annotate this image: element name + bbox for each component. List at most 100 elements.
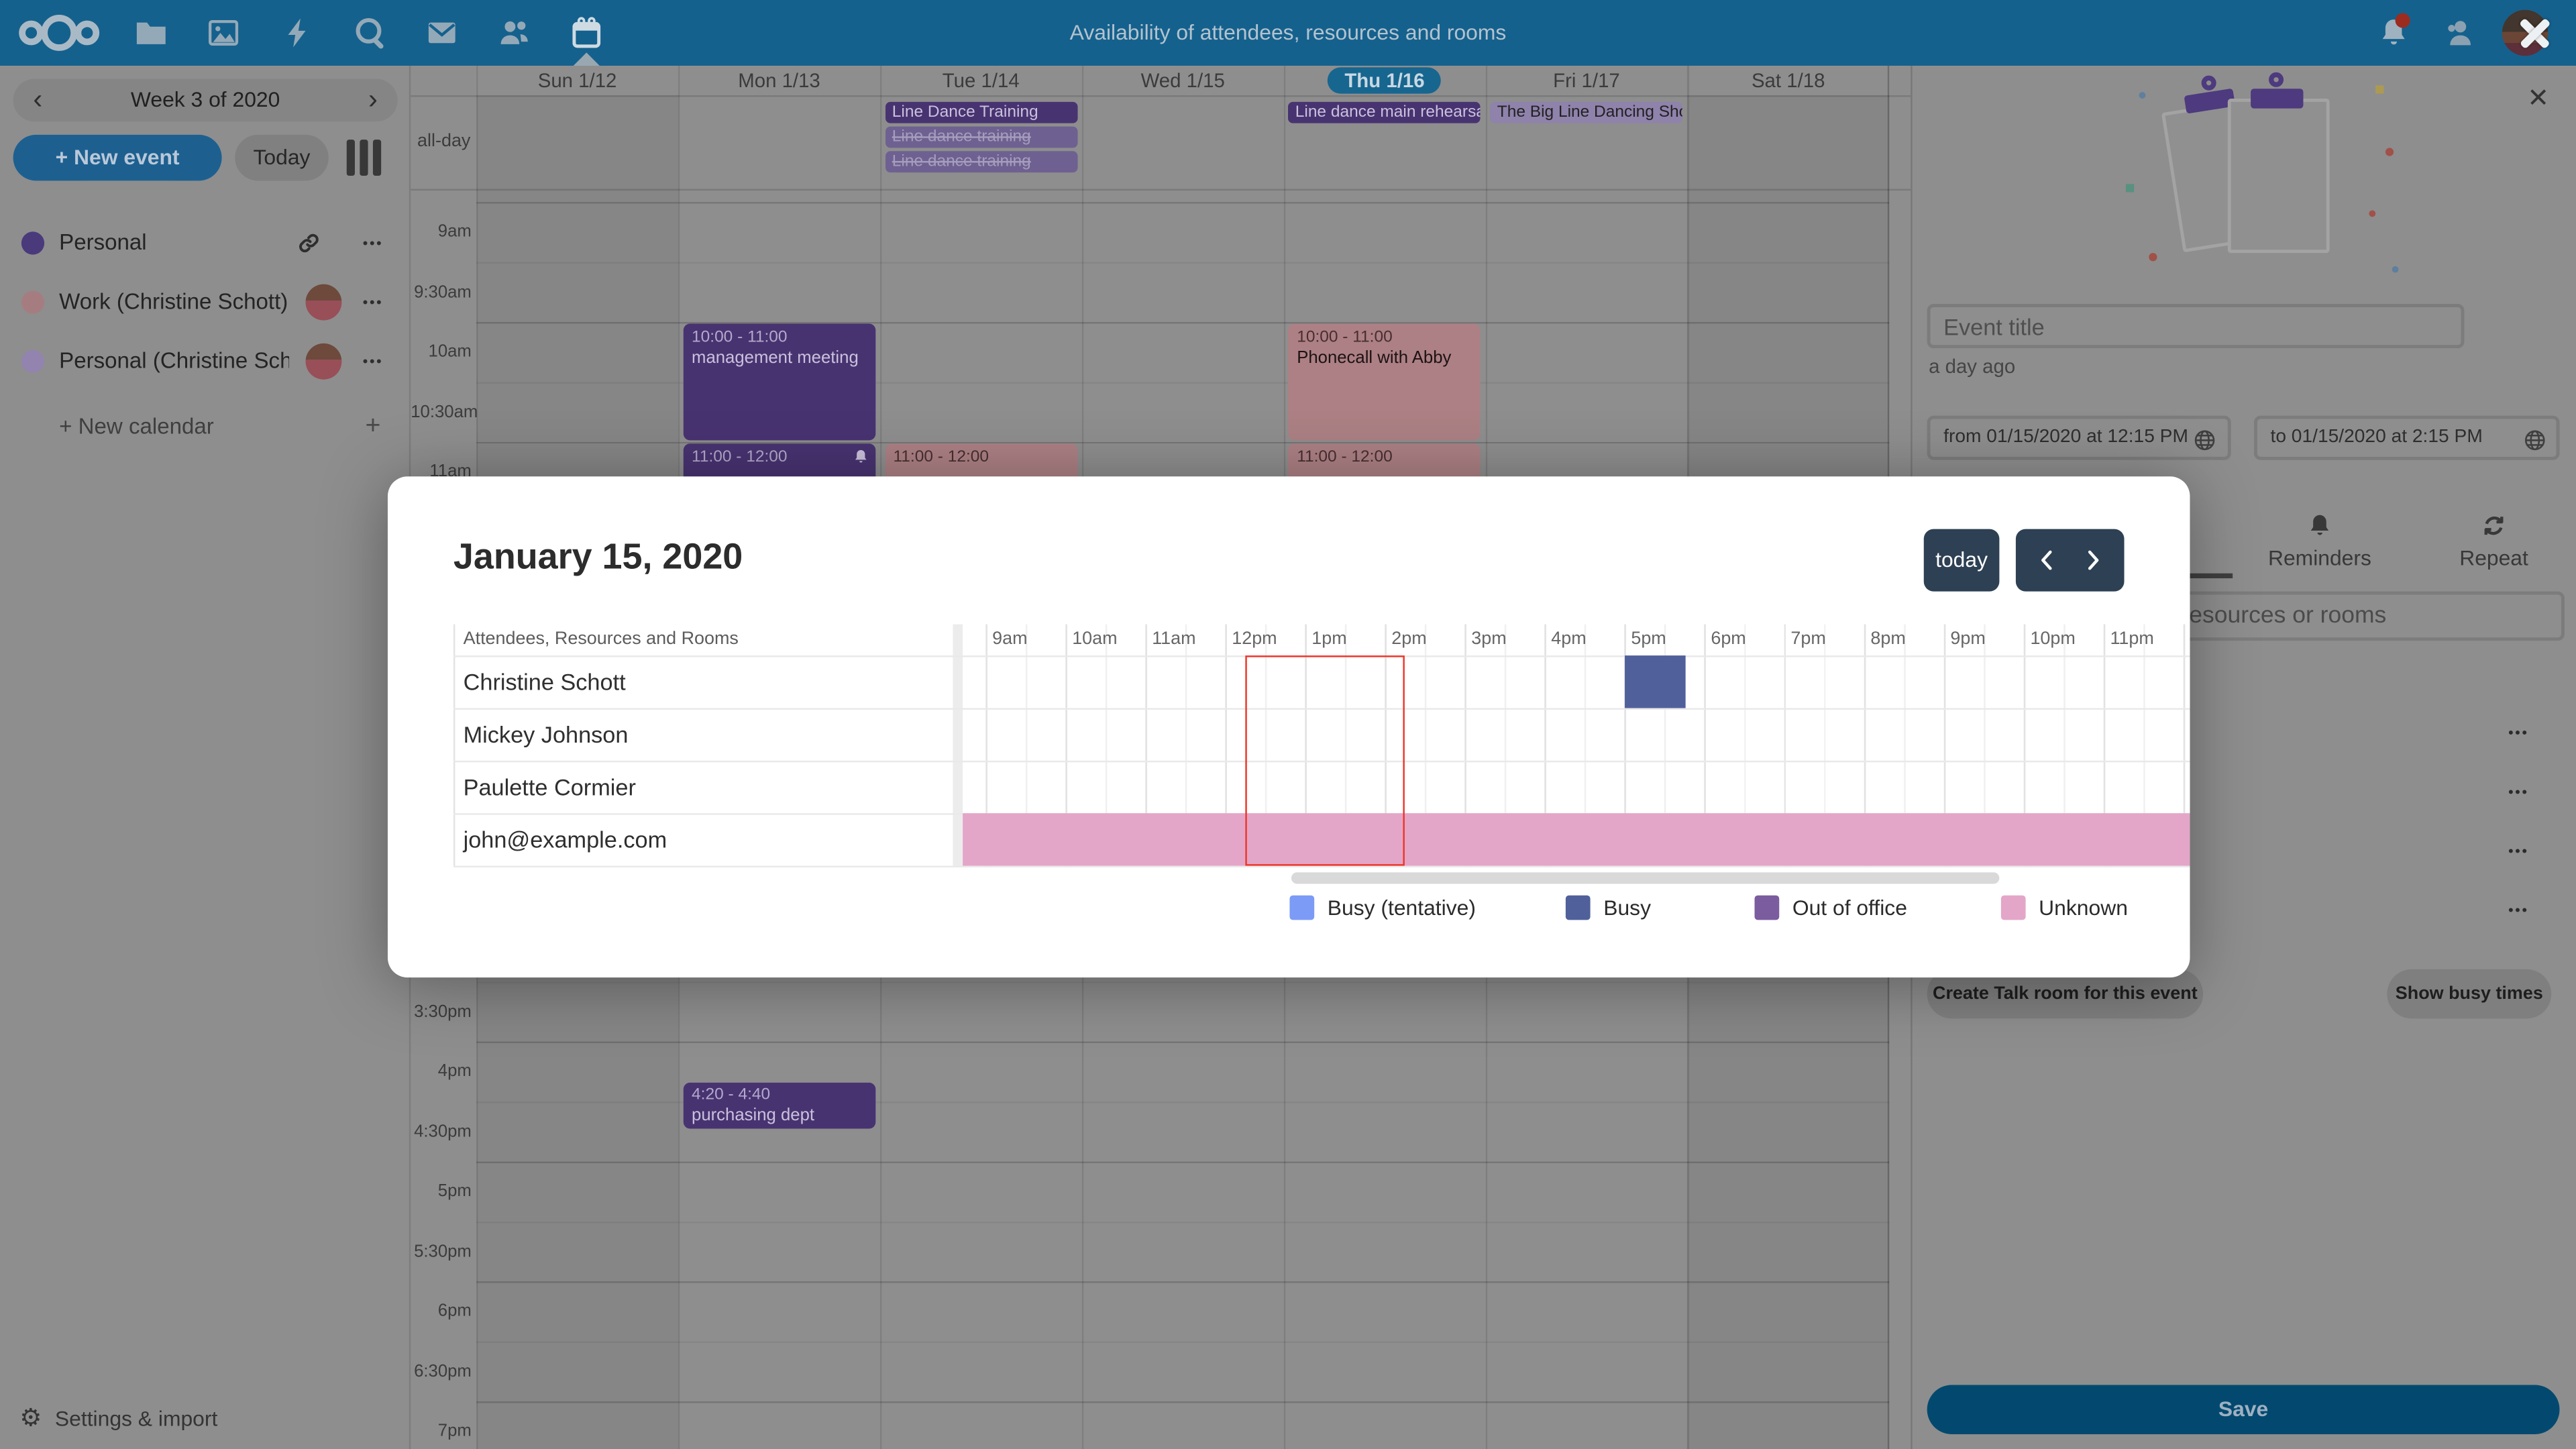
proposed-time-selection[interactable] bbox=[1245, 655, 1405, 866]
grid-horizontal-scrollbar[interactable] bbox=[1291, 872, 2000, 884]
event-purchasing-dept[interactable]: 4:20 - 4:40 purchasing dept bbox=[683, 1082, 876, 1129]
time-label: 7pm bbox=[437, 1421, 472, 1441]
event-illustration bbox=[2125, 72, 2422, 295]
legend-label: Out of office bbox=[1792, 895, 1907, 920]
time-label: 10am bbox=[428, 341, 472, 362]
left-sidebar: ‹ Week 3 of 2020 › + New event Today Per… bbox=[0, 65, 411, 1449]
attendee-actions-menu[interactable]: ••• bbox=[2508, 843, 2529, 859]
all-day-event-cancelled[interactable]: Line dance training bbox=[885, 151, 1078, 173]
hour-label: 2pm bbox=[1391, 629, 1427, 649]
tab-repeat[interactable]: Repeat bbox=[2408, 513, 2576, 578]
time-label: 4pm bbox=[437, 1061, 472, 1081]
hour-label: 12pm bbox=[1232, 629, 1277, 649]
week-label: Week 3 of 2020 bbox=[130, 87, 280, 112]
day-header[interactable]: Tue 1/14 bbox=[942, 68, 1020, 93]
settings-label: Settings & import bbox=[54, 1406, 218, 1432]
time-label: 6pm bbox=[437, 1301, 472, 1321]
tab-reminders[interactable]: Reminders bbox=[2235, 513, 2406, 578]
save-button[interactable]: Save bbox=[1927, 1385, 2560, 1434]
previous-week-button[interactable]: ‹ bbox=[33, 83, 43, 115]
day-header[interactable]: Sat 1/18 bbox=[1751, 68, 1825, 93]
legend-label: Busy bbox=[1603, 895, 1651, 920]
calendar-app-icon[interactable] bbox=[570, 16, 603, 49]
activity-app-icon[interactable] bbox=[281, 16, 314, 49]
row-divider bbox=[453, 760, 2190, 763]
hour-label: 11am bbox=[1152, 629, 1196, 649]
legend-swatch-out-of-office bbox=[1754, 895, 1780, 920]
timezone-globe-icon[interactable] bbox=[2524, 429, 2546, 451]
attendee-actions-menu[interactable]: ••• bbox=[2508, 902, 2529, 918]
legend-swatch-unknown bbox=[2000, 895, 2026, 920]
settings-and-import[interactable]: ⚙ Settings & import bbox=[19, 1400, 217, 1440]
hour-label: 8pm bbox=[1870, 629, 1906, 649]
create-talk-room-button[interactable]: Create Talk room for this event bbox=[1927, 969, 2204, 1019]
view-toggle-icon[interactable] bbox=[346, 140, 382, 176]
all-day-label: all-day bbox=[417, 131, 471, 152]
attendee-actions-menu[interactable]: ••• bbox=[2508, 784, 2529, 800]
event-phonecall-with-abby[interactable]: 10:00 - 11:00 Phonecall with Abby bbox=[1288, 323, 1481, 441]
last-modified-label: a day ago bbox=[1929, 354, 2016, 378]
attendee-actions-menu[interactable]: ••• bbox=[2508, 724, 2529, 741]
all-day-event[interactable]: The Big Line Dancing Show bbox=[1490, 101, 1683, 123]
calendar-list-item[interactable]: Personal (Christine Scho… ••• bbox=[0, 332, 411, 391]
files-app-icon[interactable] bbox=[135, 16, 168, 49]
notifications-bell-icon[interactable] bbox=[2377, 13, 2410, 49]
event-title: purchasing dept bbox=[692, 1106, 815, 1126]
user-avatar[interactable] bbox=[2502, 9, 2548, 56]
event-end-field[interactable]: to 01/15/2020 at 2:15 PM bbox=[2254, 415, 2560, 460]
day-header-today[interactable]: Thu 1/16 bbox=[1284, 66, 1486, 95]
today-pill: Thu 1/16 bbox=[1328, 67, 1442, 94]
divider bbox=[411, 95, 1911, 97]
previous-day-icon[interactable] bbox=[2035, 549, 2058, 572]
new-event-button[interactable]: + New event bbox=[13, 134, 222, 181]
event-title: management meeting bbox=[692, 348, 859, 368]
event-time: 11:00 - 12:00 bbox=[893, 448, 989, 467]
event-management-meeting[interactable]: 10:00 - 11:00 management meeting bbox=[683, 323, 876, 441]
hour-label: 5pm bbox=[1631, 629, 1666, 649]
close-sidebar-icon[interactable]: ✕ bbox=[2527, 85, 2550, 113]
tab-label: Repeat bbox=[2459, 545, 2528, 570]
event-time: 11:00 - 12:00 bbox=[1297, 448, 1393, 467]
calendar-actions-menu[interactable]: ••• bbox=[362, 294, 384, 311]
end-datetime: to 01/15/2020 at 2:15 PM bbox=[2270, 427, 2483, 447]
calendar-actions-menu[interactable]: ••• bbox=[362, 353, 384, 370]
gear-icon: ⚙ bbox=[19, 1404, 42, 1433]
share-link-icon[interactable] bbox=[297, 231, 320, 254]
next-week-button[interactable]: › bbox=[368, 83, 378, 115]
top-bar: Availability of attendees, resources and… bbox=[0, 0, 2576, 66]
start-datetime: from 01/15/2020 at 12:15 PM bbox=[1943, 427, 2188, 447]
today-button[interactable]: Today bbox=[235, 134, 329, 181]
day-header[interactable]: Wed 1/15 bbox=[1140, 68, 1225, 93]
new-calendar-button[interactable]: + New calendar + bbox=[0, 398, 411, 457]
all-day-event-cancelled[interactable]: Line dance training bbox=[885, 126, 1078, 148]
hour-label: 1pm bbox=[1311, 629, 1347, 649]
calendar-list-item[interactable]: Work (Christine Schott) ••• bbox=[0, 273, 411, 332]
show-busy-times-button[interactable]: Show busy times bbox=[2387, 969, 2552, 1019]
all-day-event[interactable]: Line dance main rehearsal bbox=[1288, 101, 1481, 123]
availability-grid-header: Attendees, Resources and Rooms bbox=[463, 629, 739, 649]
calendar-actions-menu[interactable]: ••• bbox=[362, 235, 384, 252]
talk-app-icon[interactable] bbox=[354, 16, 386, 49]
day-header[interactable]: Fri 1/17 bbox=[1553, 68, 1620, 93]
reminder-bell-icon bbox=[853, 449, 869, 465]
tab-label: Reminders bbox=[2267, 545, 2371, 570]
event-title: Phonecall with Abby bbox=[1297, 348, 1452, 368]
photos-app-icon[interactable] bbox=[207, 16, 240, 49]
contacts-menu-icon[interactable] bbox=[2443, 16, 2476, 49]
attendee-row-name: john@example.com bbox=[463, 826, 667, 853]
calendar-list-item[interactable]: Personal ••• bbox=[0, 213, 411, 272]
event-start-field[interactable]: from 01/15/2020 at 12:15 PM bbox=[1927, 415, 2231, 460]
contacts-app-icon[interactable] bbox=[498, 16, 531, 49]
event-title-input[interactable] bbox=[1927, 304, 2465, 349]
hour-label: 9pm bbox=[1950, 629, 1986, 649]
time-label: 3:30pm bbox=[414, 1001, 472, 1022]
mail-app-icon[interactable] bbox=[425, 16, 458, 49]
nextcloud-logo[interactable] bbox=[16, 11, 101, 54]
next-day-icon[interactable] bbox=[2082, 549, 2104, 572]
day-header[interactable]: Sun 1/12 bbox=[537, 68, 617, 93]
day-header[interactable]: Mon 1/13 bbox=[738, 68, 820, 93]
modal-today-button[interactable]: today bbox=[1923, 529, 2000, 592]
time-label: 4:30pm bbox=[414, 1121, 472, 1141]
all-day-event[interactable]: Line Dance Training bbox=[885, 101, 1078, 123]
timezone-globe-icon[interactable] bbox=[2193, 429, 2216, 451]
